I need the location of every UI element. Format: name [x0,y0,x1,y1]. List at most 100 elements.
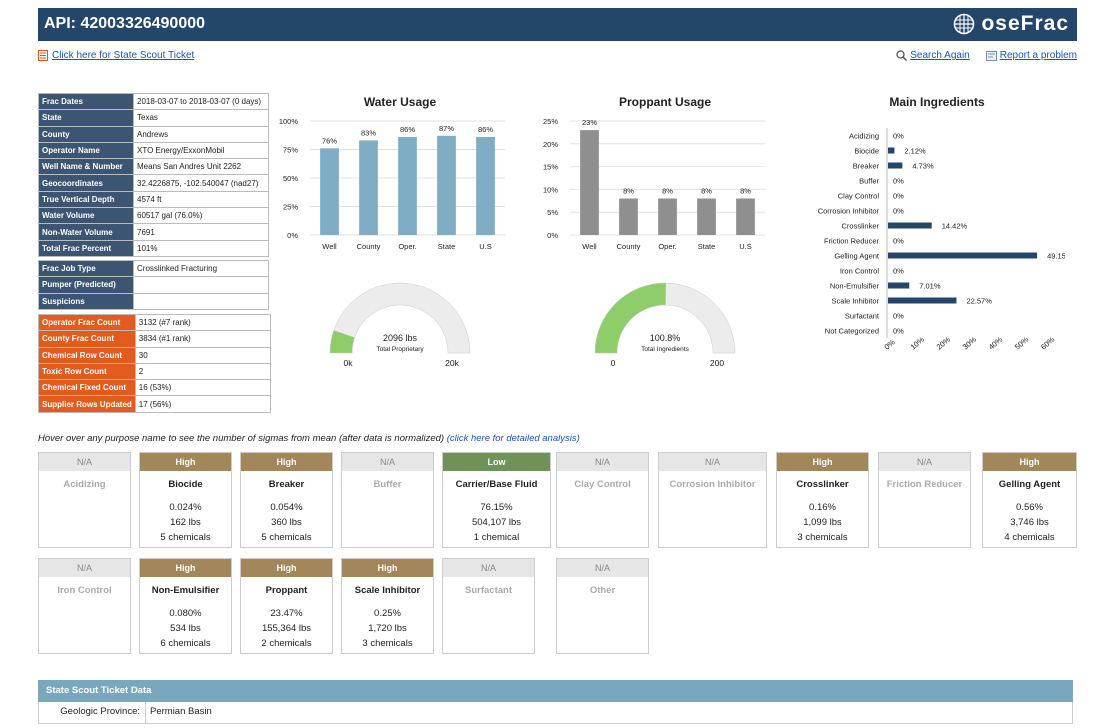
purpose-card[interactable]: N/A Friction Reducer [878,452,971,548]
detailed-analysis-link[interactable]: (click here for detailed analysis) [446,433,580,444]
info-value: Means San Andres Unit 2262 [133,158,269,176]
x-tick-label: Oper. [658,242,676,251]
level-badge: N/A [342,453,433,471]
bar-value-label: 4.73% [912,162,934,171]
purpose-card[interactable]: High Crosslinker 0.16% 1,099 lbs 3 chemicals [776,452,869,548]
category-label: Clay Control [838,192,880,201]
purpose-card[interactable]: N/A Surfactant [442,558,535,654]
purpose-card[interactable]: N/A Acidizing [38,452,131,548]
purpose-mass: 3,746 lbs [1010,517,1049,528]
links-row: Click here for State Scout Ticket Search… [38,50,1077,64]
info-row: Non-Water Volume 7691 [38,223,269,241]
y-tick-label: 25% [283,203,298,212]
purpose-card[interactable]: N/A Buffer [341,452,434,548]
x-tick-label: U.S [479,242,492,251]
purpose-card[interactable]: High Breaker 0.054% 360 lbs 5 chemicals [240,452,333,548]
bar-value-label: 87% [439,124,454,133]
gauge-fill [594,282,667,354]
search-again-link[interactable]: Search Again [910,50,970,61]
info-value: Crosslinked Fracturing [133,259,269,278]
bar-value-label: 8% [623,187,634,196]
purpose-name[interactable]: Other [589,585,616,596]
purpose-name[interactable]: Iron Control [57,585,112,596]
bar-value-label: 0% [893,312,904,321]
purpose-percent: 0.024% [169,502,202,513]
purpose-name[interactable]: Breaker [268,479,305,490]
purpose-name[interactable]: Scale Inhibitor [354,585,421,596]
category-label: Scale Inhibitor [831,297,879,306]
scout-row-value: Permian Basin [150,706,212,717]
info-label: Well Name & Number [38,158,134,176]
main-ingredients-chart: Acidizing 0% Biocide 2.12% Breaker 4.73% Buffe… [818,128,1065,352]
bar [888,297,957,304]
info-value: 16 (53%) [134,379,271,397]
bar [359,140,378,235]
purpose-card[interactable]: N/A Clay Control [556,452,649,548]
bar-value-label: 0% [893,132,904,141]
bar [888,252,1038,259]
level-badge: N/A [557,559,648,577]
category-label: Buffer [859,177,879,186]
purpose-name[interactable]: Biocide [168,479,203,490]
y-tick-label: 100% [279,117,299,126]
purpose-chemical-count: 1 chemical [473,532,520,543]
report-problem-link[interactable]: Report a problem [999,50,1077,61]
purpose-card[interactable]: High Gelling Agent 0.56% 3,746 lbs 4 chemica… [982,452,1077,548]
purpose-name[interactable]: Gelling Agent [998,479,1061,490]
purpose-percent: 23.47% [270,608,303,619]
bar-value-label: 86% [400,125,415,134]
purpose-mass: 162 lbs [170,517,201,528]
y-tick-label: 5% [547,208,558,217]
info-label: Chemical Fixed Count [38,379,136,397]
level-badge: N/A [659,453,766,471]
purpose-name[interactable]: Surfactant [465,585,512,596]
info-row: Total Frac Percent 101% [38,239,269,257]
y-tick-label: 10% [543,185,558,194]
bar-value-label: 8% [701,187,712,196]
purpose-card[interactable]: High Biocide 0.024% 162 lbs 5 chemicals [139,452,232,548]
info-row: County Andrews [38,125,269,143]
header-bar: API: 42003326490000 oseFrac [38,8,1077,41]
purpose-card[interactable]: N/A Iron Control [38,558,131,654]
info-value: 3834 (#1 rank) [134,330,271,348]
purpose-name[interactable]: Clay Control [574,479,631,490]
bar [658,198,677,235]
document-icon [38,50,48,61]
x-tick-label: Well [322,242,337,251]
purpose-card[interactable]: High Non-Emulsifier 0.080% 534 lbs 6 chemica… [139,558,232,654]
purpose-mass: 1,099 lbs [803,517,842,528]
gauge-value: 2096 lbs [383,333,418,343]
purpose-name[interactable]: Friction Reducer [886,479,963,490]
level-badge: N/A [39,453,130,471]
info-label: State [38,109,134,127]
level-badge: High [140,559,231,577]
info-value: 2018-03-07 to 2018-03-07 (0 days) [133,92,269,111]
purpose-name[interactable]: Carrier/Base Fluid [455,479,538,490]
purpose-chemical-count: 6 chemicals [160,638,211,649]
purpose-name[interactable]: Acidizing [63,479,106,490]
purpose-card[interactable]: Low Carrier/Base Fluid 76.15% 504,107 lbs 1 … [442,452,551,548]
scout-row: Geologic Province: Permian Basin [38,702,1073,724]
x-tick-label: U.S [739,242,752,251]
sigma-note-text: Hover over any purpose name to see the n… [38,433,447,444]
brand-logo[interactable]: oseFrac [953,12,1069,36]
purpose-card[interactable]: High Scale Inhibitor 0.25% 1,720 lbs 3 chemi… [341,558,434,654]
purpose-name[interactable]: Proppant [265,585,308,596]
job-info-table: Frac Job Type Crosslinked Fracturing Pumpe… [38,259,269,310]
purpose-name[interactable]: Buffer [373,479,402,490]
info-value: 4574 ft [133,190,269,209]
gauge-sub-label: Total Proprietary [376,346,424,353]
info-label: Non-Water Volume [38,223,134,241]
purpose-name[interactable]: Corrosion Inhibitor [669,479,756,490]
scout-ticket-link[interactable]: Click here for State Scout Ticket [52,50,195,61]
purpose-card[interactable]: N/A Other [556,558,649,654]
info-row: Frac Job Type Crosslinked Fracturing [38,259,269,278]
purpose-name[interactable]: Non-Emulsifier [151,585,220,596]
purpose-card[interactable]: High Proppant 23.47% 155,364 lbs 2 chemicals [240,558,333,654]
info-value: Texas [133,109,269,127]
purpose-name[interactable]: Crosslinker [796,479,849,490]
purpose-mass: 534 lbs [170,623,201,634]
purpose-card[interactable]: N/A Corrosion Inhibitor [658,452,767,548]
info-row: Operator Name XTO Energy/ExxonMobil [38,141,269,160]
scout-ticket-header: State Scout Ticket Data [38,680,1073,702]
